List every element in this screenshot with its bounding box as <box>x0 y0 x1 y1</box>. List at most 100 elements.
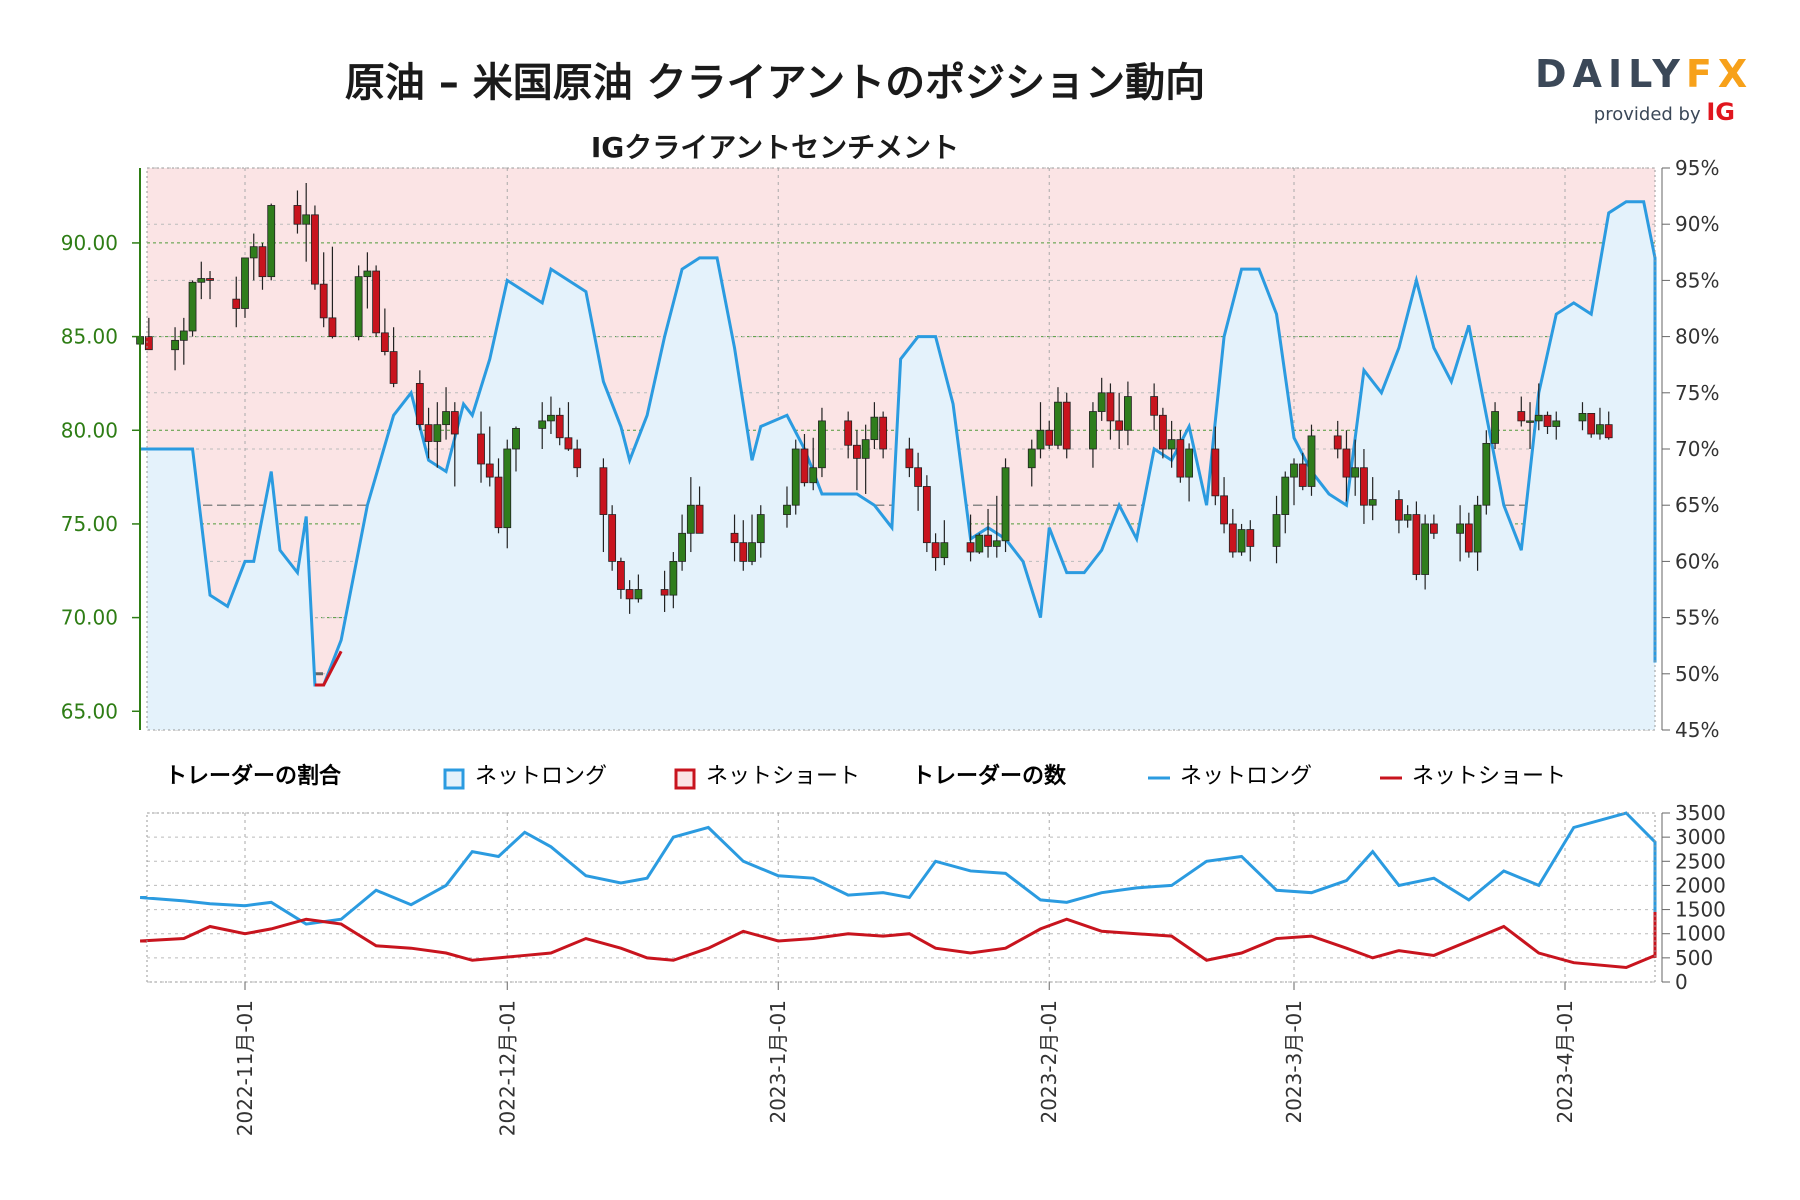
count-series-line <box>139 811 1657 926</box>
candle <box>1097 377 1106 421</box>
candle-body <box>756 514 765 544</box>
date-tick-label: 2023-3月-01 <box>1282 1000 1306 1124</box>
candle <box>1307 424 1316 496</box>
candle <box>975 533 984 554</box>
candle-body <box>258 246 267 278</box>
candle-body <box>188 281 197 332</box>
candle <box>206 271 214 300</box>
candle-body <box>1272 514 1281 547</box>
candle-body <box>1027 448 1036 469</box>
candle <box>1429 514 1438 539</box>
candle <box>311 205 319 290</box>
candle-body <box>616 561 625 590</box>
candle <box>1045 420 1054 449</box>
candle-body <box>1228 523 1237 553</box>
candle <box>1220 477 1228 534</box>
chart-title: 原油 – 米国原油 クライアントのポジション動向 <box>344 60 1206 106</box>
candle <box>730 514 739 562</box>
candle-body <box>363 270 372 278</box>
candle-body <box>678 532 686 562</box>
candle <box>241 257 249 318</box>
legend-count-title: トレーダーの数 <box>912 763 1067 789</box>
candle <box>1464 512 1473 558</box>
candle <box>931 533 940 571</box>
candle-body <box>791 448 800 506</box>
candle <box>494 458 503 534</box>
candle-body <box>564 437 573 450</box>
candle-body <box>179 330 188 341</box>
count-tick-label: 1000 <box>1675 922 1726 946</box>
candle-body <box>861 439 870 459</box>
candle-body <box>389 351 398 384</box>
dailyfx-logo: DAILYFX <box>1535 52 1747 96</box>
candle <box>538 402 547 449</box>
candle-body <box>914 467 923 487</box>
candle-body <box>1456 523 1464 534</box>
candle <box>171 327 179 371</box>
candle-body <box>1036 429 1045 450</box>
candle-body <box>241 257 249 309</box>
candle-body <box>1150 396 1159 416</box>
logo-main: DAILY <box>1535 52 1686 96</box>
candle-body <box>1290 463 1298 478</box>
count-tick-label: 2500 <box>1675 849 1726 873</box>
price-tick-label: 65.00 <box>61 699 118 723</box>
candle-body <box>1587 413 1596 435</box>
candle-body <box>1351 467 1360 478</box>
candle <box>800 434 809 487</box>
candle <box>818 407 826 478</box>
candle <box>853 430 861 491</box>
candle <box>809 437 818 491</box>
price-tick-label: 80.00 <box>61 418 118 442</box>
legend-short-swatch <box>674 768 696 790</box>
candle <box>844 411 853 459</box>
candle-body <box>1237 529 1246 553</box>
candle-body <box>1429 523 1438 534</box>
candle-body <box>1281 476 1290 515</box>
candle-body <box>354 276 363 337</box>
candle <box>695 486 704 534</box>
candle <box>940 520 949 566</box>
candle <box>302 182 311 262</box>
price-tick-label: 85.00 <box>61 325 118 349</box>
candle <box>144 317 153 351</box>
candle-body <box>433 424 442 442</box>
candle-body <box>171 339 179 351</box>
candle <box>503 439 512 549</box>
candle-body <box>1298 463 1307 487</box>
net-long-area <box>140 201 1655 731</box>
candle-body <box>144 336 153 351</box>
legend-ratio-title: トレーダーの割合 <box>165 763 342 789</box>
pct-tick-label: 50% <box>1675 662 1719 686</box>
candle-body <box>748 542 756 562</box>
candle <box>1342 430 1351 502</box>
candle <box>564 402 573 451</box>
candle <box>1115 392 1124 449</box>
count-tick-label: 500 <box>1675 946 1713 970</box>
candle <box>1482 430 1491 515</box>
candle-body <box>1089 411 1097 450</box>
candle-body <box>380 332 389 352</box>
candle <box>1124 381 1132 446</box>
count-tick-label: 1500 <box>1675 898 1726 922</box>
candle <box>477 411 485 483</box>
candle <box>1552 411 1561 440</box>
candle-body <box>1421 523 1430 575</box>
candle <box>555 407 564 446</box>
pct-tick-label: 90% <box>1675 212 1719 236</box>
pct-tick-label: 75% <box>1675 381 1719 405</box>
candle-body <box>538 420 547 429</box>
count-frame <box>146 812 1656 983</box>
candle <box>1036 402 1045 459</box>
candle-body <box>984 534 992 547</box>
candle <box>354 265 363 341</box>
candle-body <box>739 542 748 562</box>
candle <box>1333 420 1342 459</box>
candle-body <box>599 467 608 515</box>
candle-body <box>494 476 503 529</box>
candle-body <box>1368 499 1377 506</box>
candle <box>1578 402 1587 431</box>
candle-body <box>1054 401 1062 446</box>
price-tick-label: 90.00 <box>61 231 118 255</box>
